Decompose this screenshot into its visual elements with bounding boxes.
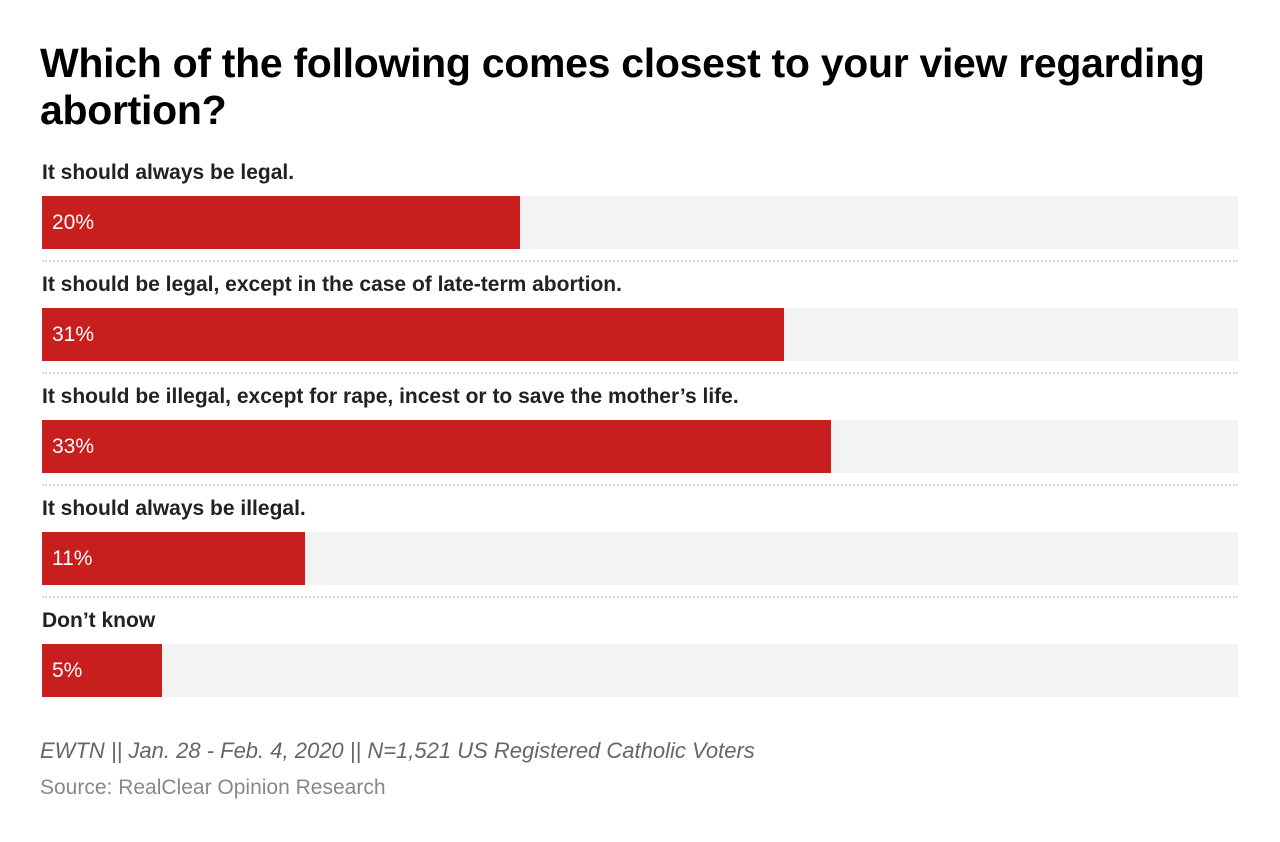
category-label: It should always be legal. <box>42 161 295 184</box>
bar-row: It should be illegal, except for rape, i… <box>42 382 1238 494</box>
category-label: Don’t know <box>42 609 156 632</box>
bar-row: It should always be legal. 20% <box>42 158 1238 270</box>
bar: 31% <box>42 308 784 361</box>
bar-track: 5% <box>42 644 1238 697</box>
value-label: 20% <box>52 211 95 234</box>
value-label: 33% <box>52 435 95 458</box>
divider <box>42 596 1238 598</box>
value-label: 11% <box>52 547 93 570</box>
bar-row: Don’t know 5% <box>42 606 1238 718</box>
divider <box>42 484 1238 486</box>
bar-track: 33% <box>42 420 1238 473</box>
bar-track: 31% <box>42 308 1238 361</box>
category-label: It should always be illegal. <box>42 497 306 520</box>
bar-row: It should be legal, except in the case o… <box>42 270 1238 382</box>
bar-track: 20% <box>42 196 1238 249</box>
bar-track: 11% <box>42 532 1238 585</box>
bar: 5% <box>42 644 162 697</box>
value-label: 5% <box>52 659 83 682</box>
divider <box>42 372 1238 374</box>
bar: 20% <box>42 196 521 249</box>
source-note: Source: RealClear Opinion Research <box>40 776 386 799</box>
divider <box>42 260 1238 262</box>
survey-note: EWTN || Jan. 28 - Feb. 4, 2020 || N=1,52… <box>40 738 755 763</box>
bar: 33% <box>42 420 832 473</box>
category-label: It should be legal, except in the case o… <box>42 273 622 296</box>
bar-rows: It should always be legal. 20% It should… <box>42 158 1238 718</box>
chart-title: Which of the following comes closest to … <box>40 40 1205 133</box>
category-label: It should be illegal, except for rape, i… <box>42 385 739 408</box>
bar: 11% <box>42 532 306 585</box>
bar-row: It should always be illegal. 11% <box>42 494 1238 606</box>
value-label: 31% <box>52 323 95 346</box>
